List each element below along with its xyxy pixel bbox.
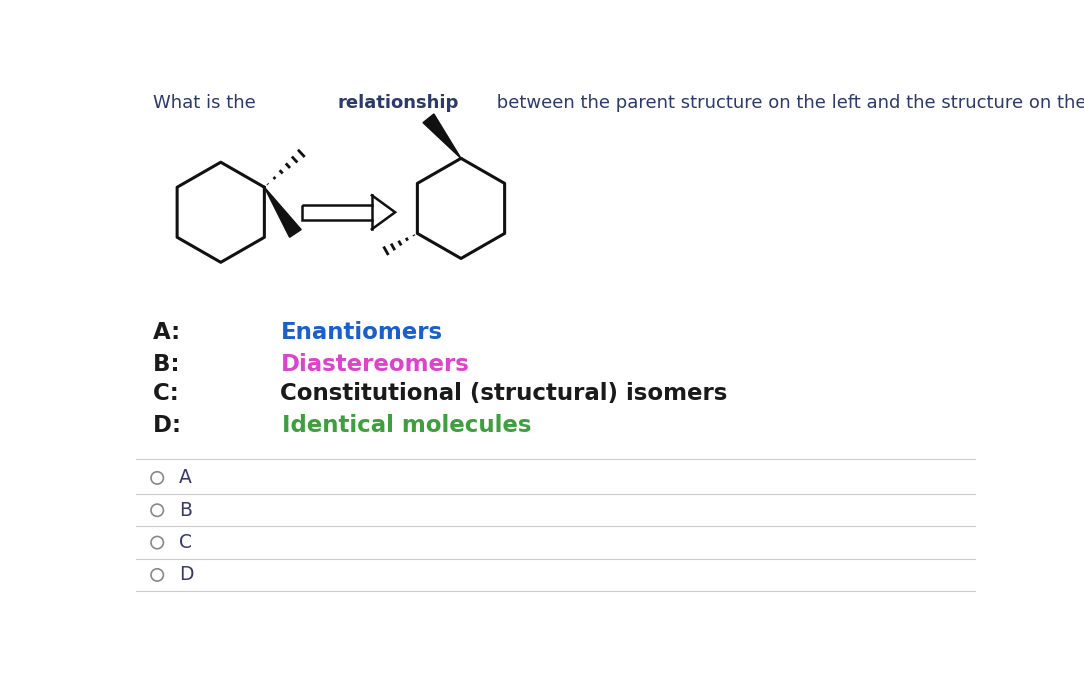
Text: C: C [179, 533, 192, 552]
Polygon shape [264, 187, 301, 237]
Text: C:: C: [153, 382, 186, 405]
Text: D: D [179, 565, 193, 584]
Text: B: B [179, 501, 192, 520]
Polygon shape [423, 114, 461, 159]
Text: Identical molecules: Identical molecules [282, 414, 531, 437]
Text: A: A [179, 468, 192, 487]
Text: Enantiomers: Enantiomers [281, 321, 443, 344]
Text: between the parent structure on the left and the structure on the right?: between the parent structure on the left… [491, 94, 1084, 112]
Text: B:: B: [153, 353, 188, 376]
Text: D:: D: [153, 414, 189, 437]
Text: What is the: What is the [153, 94, 261, 112]
Text: A:: A: [153, 321, 188, 344]
Text: Constitutional (structural) isomers: Constitutional (structural) isomers [280, 382, 727, 405]
Text: Diastereomers: Diastereomers [281, 353, 469, 376]
Text: relationship: relationship [338, 94, 460, 112]
